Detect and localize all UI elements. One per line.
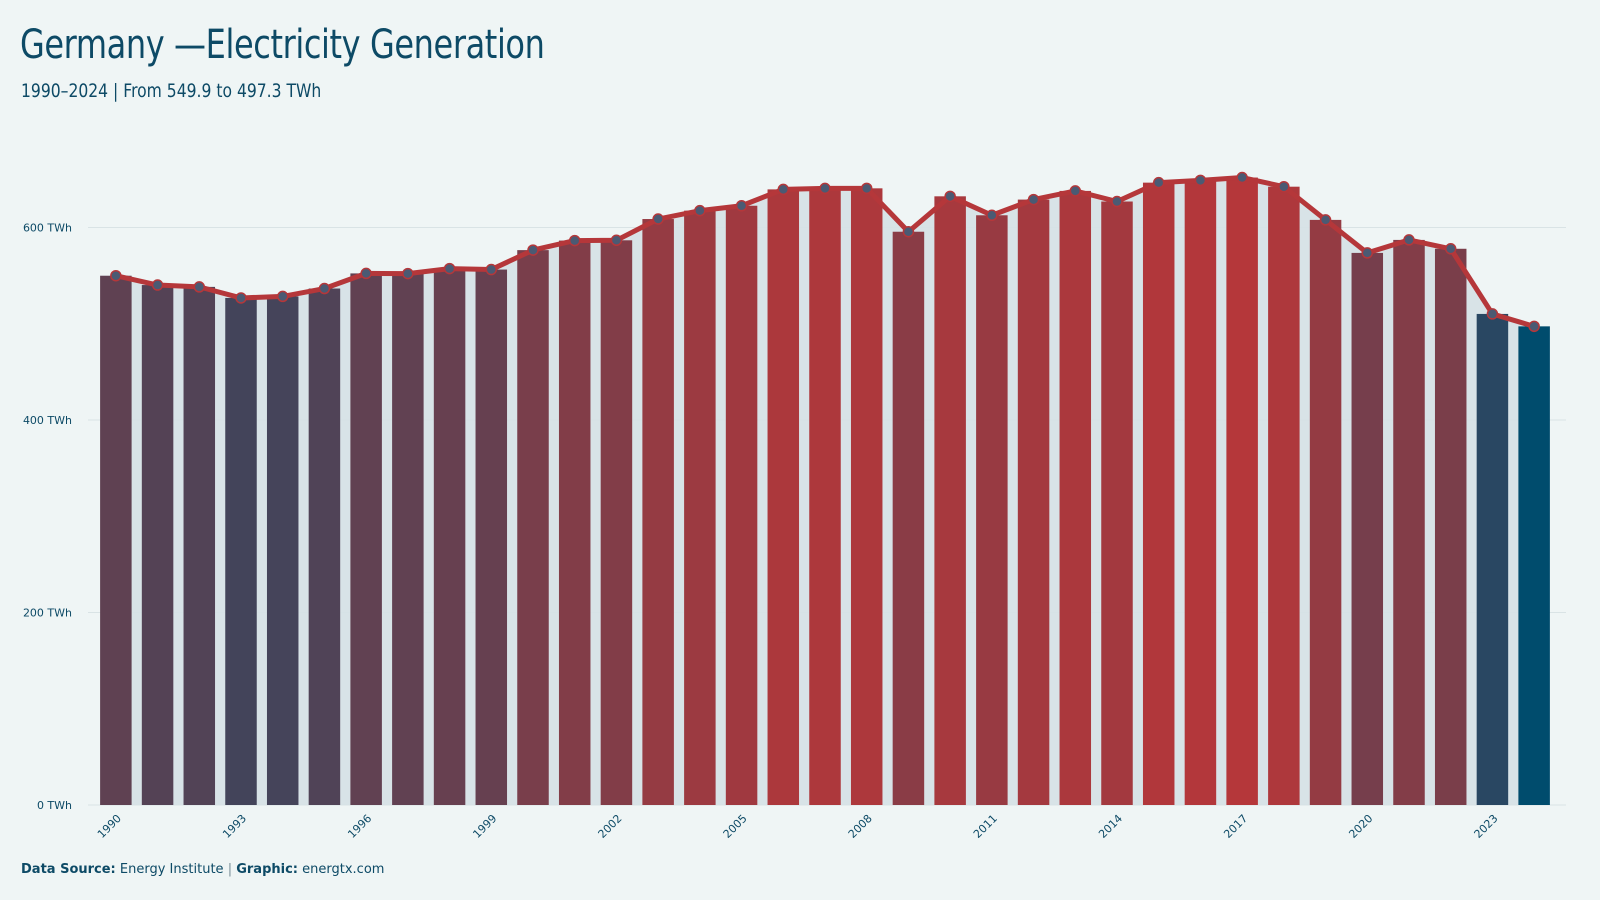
bar — [475, 269, 508, 805]
bar — [1476, 313, 1509, 805]
data-point — [568, 234, 581, 247]
data-point — [1152, 176, 1165, 189]
x-tick-label: 2023 — [1472, 812, 1501, 841]
chart-title: Germany —Electricity Generation — [20, 22, 545, 68]
data-point — [860, 182, 873, 195]
data-point — [193, 281, 206, 293]
data-point — [610, 234, 623, 247]
bar — [642, 219, 674, 805]
source-value: Energy Institute — [119, 862, 224, 877]
data-point — [1528, 320, 1540, 333]
data-point — [1069, 185, 1082, 197]
bar — [266, 296, 299, 805]
bar — [392, 273, 424, 805]
bar — [350, 273, 382, 805]
bar — [558, 240, 591, 806]
x-tick-label: 2011 — [971, 812, 1000, 841]
x-tick-label: 2017 — [1221, 812, 1250, 841]
data-point — [443, 262, 456, 275]
data-point — [986, 209, 998, 222]
bar — [225, 297, 257, 805]
y-tick-label: 0 TWh — [37, 799, 72, 812]
x-tick-label: 1993 — [220, 812, 249, 841]
data-point — [694, 204, 706, 217]
bar — [433, 268, 466, 805]
y-tick-label: 400 TWh — [23, 414, 72, 427]
bar — [183, 286, 216, 806]
bar — [767, 189, 800, 805]
data-point — [151, 279, 164, 291]
bar — [141, 285, 174, 805]
bar — [1017, 199, 1050, 805]
x-tick-label: 2005 — [721, 812, 750, 841]
graphic-label: Graphic: — [236, 862, 298, 877]
chart-subtitle: 1990–2024 | From 549.9 to 497.3 TWh — [21, 80, 322, 102]
bar — [850, 188, 883, 806]
bar — [1309, 219, 1342, 806]
data-point — [777, 183, 790, 196]
data-point — [652, 213, 664, 225]
x-tick-label: 2020 — [1346, 812, 1375, 841]
data-point — [902, 225, 915, 238]
data-point — [1486, 308, 1499, 320]
bar — [308, 288, 341, 806]
data-point — [1111, 195, 1123, 208]
bar — [1059, 190, 1092, 806]
bar — [1184, 180, 1217, 805]
bar — [892, 231, 925, 806]
footer-separator: | — [227, 862, 233, 877]
bar — [1393, 239, 1425, 805]
x-tick-label: 1999 — [470, 812, 499, 841]
data-point — [735, 199, 748, 212]
bar — [1518, 326, 1550, 805]
x-tick-label: 1990 — [95, 812, 124, 841]
graphic-value: energtx.com — [302, 862, 385, 877]
bar — [1101, 201, 1133, 805]
data-point — [1236, 171, 1248, 184]
y-tick-label: 200 TWh — [23, 607, 72, 620]
data-point — [485, 263, 498, 276]
bar — [1226, 177, 1258, 805]
footer: Data Source: Energy Institute | Graphic:… — [21, 862, 384, 877]
bar — [1268, 186, 1300, 805]
bar — [725, 205, 758, 805]
data-point — [110, 269, 122, 282]
data-point — [318, 282, 331, 295]
data-point — [1278, 180, 1290, 193]
bar — [934, 196, 966, 805]
data-point — [402, 267, 414, 280]
source-label: Data Source: — [21, 862, 116, 877]
data-point — [527, 244, 539, 256]
bar — [976, 215, 1008, 805]
data-point — [1319, 214, 1332, 226]
bar — [1351, 252, 1384, 805]
data-point — [276, 290, 289, 303]
bar — [1142, 182, 1175, 805]
data-point — [1361, 247, 1374, 259]
data-point — [360, 267, 372, 280]
data-point — [235, 292, 247, 304]
data-point — [944, 190, 956, 203]
bar — [684, 210, 716, 805]
data-point — [1027, 193, 1040, 206]
x-tick-label: 2014 — [1096, 812, 1125, 841]
bar — [100, 275, 132, 805]
bar — [517, 250, 549, 805]
data-point — [1403, 234, 1415, 246]
x-tick-label: 1996 — [345, 812, 374, 841]
data-point — [1194, 174, 1207, 187]
x-tick-label: 2002 — [596, 812, 625, 841]
x-tick-label: 2008 — [846, 812, 875, 841]
y-tick-label: 600 TWh — [23, 222, 72, 235]
bar — [600, 240, 633, 805]
bar — [809, 188, 841, 806]
data-point — [819, 182, 831, 195]
bar — [1434, 248, 1467, 806]
data-point — [1444, 243, 1457, 255]
